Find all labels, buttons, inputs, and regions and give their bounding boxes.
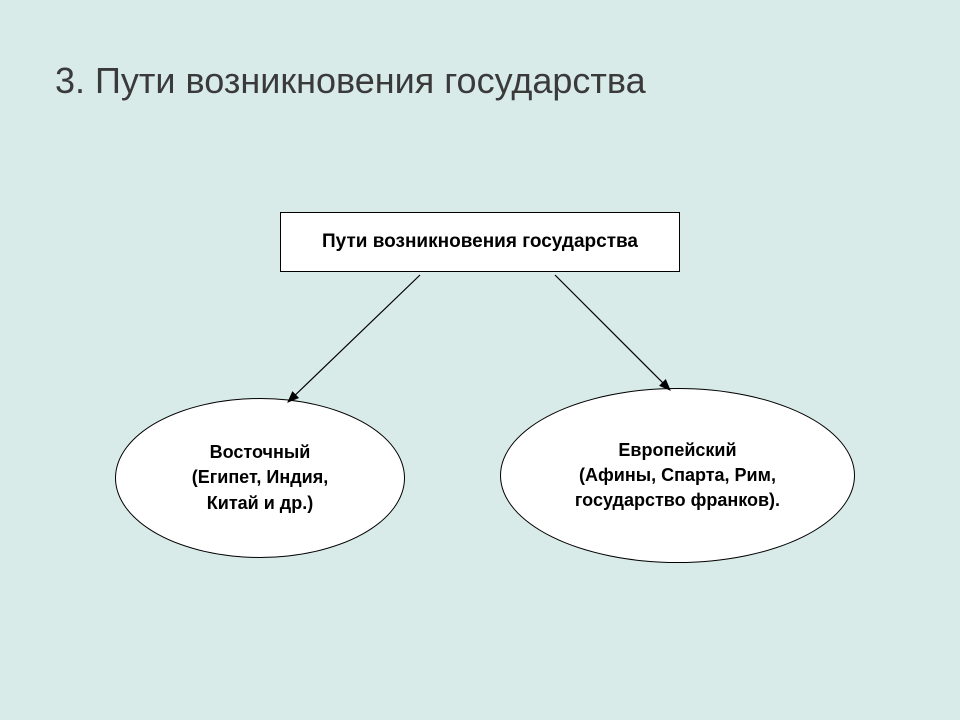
eastern-node-label: Восточный(Египет, Индия,Китай и др.) — [192, 440, 328, 516]
european-node: Европейский(Афины, Спарта, Рим,государст… — [500, 388, 855, 563]
eastern-node: Восточный(Египет, Индия,Китай и др.) — [115, 398, 405, 558]
slide-title: 3. Пути возникновения государства — [55, 60, 646, 102]
european-node-label: Европейский(Афины, Спарта, Рим,государст… — [575, 438, 780, 514]
edge-root-european — [555, 275, 670, 390]
edges-layer — [0, 0, 960, 720]
edge-root-eastern — [288, 275, 420, 402]
root-node: Пути возникновения государства — [280, 212, 680, 272]
